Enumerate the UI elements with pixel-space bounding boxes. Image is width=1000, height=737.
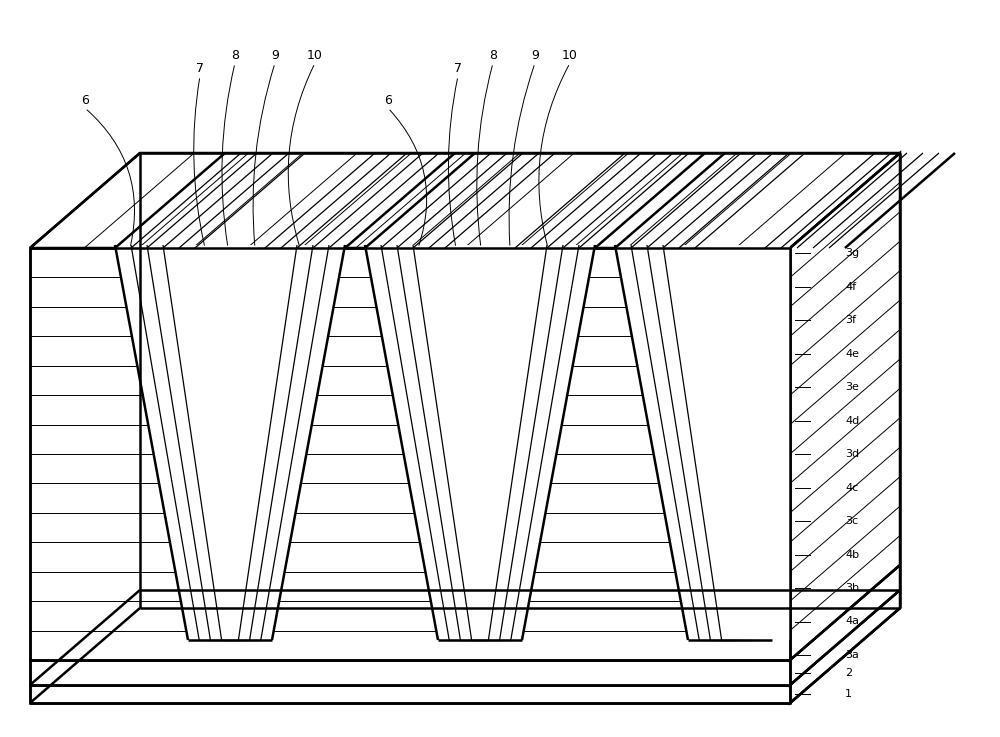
Text: 9: 9	[531, 49, 539, 61]
Text: 2: 2	[845, 668, 852, 677]
Text: 4c: 4c	[845, 483, 858, 492]
Text: 3e: 3e	[845, 382, 859, 392]
Text: 4d: 4d	[845, 416, 859, 425]
Text: 6: 6	[81, 94, 89, 107]
Text: 10: 10	[562, 49, 578, 61]
Text: 4e: 4e	[845, 349, 859, 358]
Text: 4f: 4f	[845, 282, 856, 292]
Polygon shape	[115, 245, 345, 640]
Polygon shape	[30, 153, 900, 248]
Text: 1: 1	[845, 689, 852, 699]
Polygon shape	[790, 565, 900, 685]
Text: 8: 8	[489, 49, 497, 61]
Polygon shape	[30, 248, 790, 660]
Text: 7: 7	[454, 61, 462, 74]
Text: 3f: 3f	[845, 315, 856, 325]
Polygon shape	[30, 685, 790, 703]
Text: 3a: 3a	[845, 650, 859, 660]
Text: 3b: 3b	[845, 583, 859, 593]
Polygon shape	[30, 660, 790, 685]
Text: 6: 6	[384, 94, 392, 107]
Polygon shape	[790, 153, 900, 660]
Polygon shape	[30, 608, 900, 703]
Text: 3c: 3c	[845, 516, 858, 526]
Text: 10: 10	[307, 49, 323, 61]
Polygon shape	[30, 565, 900, 660]
Polygon shape	[790, 590, 900, 703]
Text: 3d: 3d	[845, 449, 859, 459]
Polygon shape	[365, 245, 595, 640]
Text: 4a: 4a	[845, 616, 859, 626]
Polygon shape	[615, 245, 790, 640]
Text: 9: 9	[271, 49, 279, 61]
Text: 3g: 3g	[845, 248, 859, 258]
Text: 4b: 4b	[845, 550, 859, 559]
Text: 7: 7	[196, 61, 204, 74]
Text: 8: 8	[231, 49, 239, 61]
